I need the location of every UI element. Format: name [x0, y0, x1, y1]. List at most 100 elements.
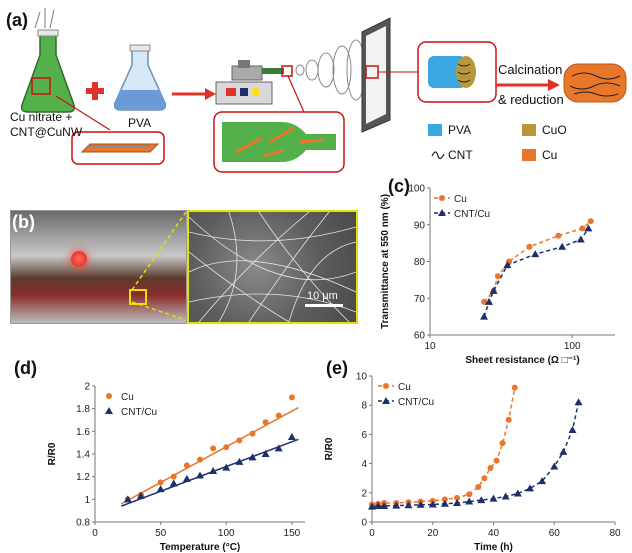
legend-cnt-label: CNT [448, 148, 473, 162]
data-point-CNT/Cu [559, 447, 568, 455]
green-flask-icon [20, 8, 76, 113]
x-tick-label: 50 [155, 528, 167, 539]
y-tick-label: 100 [408, 184, 425, 195]
data-point-CNT/Cu [428, 500, 437, 508]
data-point-CNT/Cu [380, 501, 389, 509]
electrospinning-device-icon [215, 60, 293, 105]
x-tick-label: 150 [284, 528, 301, 539]
y-tick-label: 1.2 [76, 472, 90, 483]
legend-marker [439, 195, 445, 201]
x-axis-label: Time (h) [474, 542, 513, 553]
chart-c: 10 100 60 70 80 90 100 Sheet resistance (Ω □⁻¹)… [380, 184, 615, 366]
data-point-CNT/Cu [404, 501, 413, 509]
panel-label-a: (a) [6, 10, 28, 30]
data-point-Cu [288, 394, 295, 401]
y-tick-label: 2 [84, 382, 90, 393]
data-point-CNT/Cu [123, 495, 132, 503]
series-line-Cu [483, 220, 592, 303]
data-point-CNT/Cu [574, 398, 583, 406]
flask1-label-line2: CNT@CuNW [10, 125, 83, 139]
x-axis-label: Temperature (°C) [160, 542, 241, 553]
data-point-CNT/Cu [222, 463, 231, 471]
data-point-Cu [475, 483, 482, 490]
legend-cu-label: Cu [542, 148, 558, 162]
legend-marker [105, 407, 113, 414]
y-tick-label: 60 [414, 331, 426, 342]
data-point-CNT/Cu [513, 489, 522, 497]
data-point-CNT/Cu [368, 502, 376, 510]
cu-swatch [522, 149, 536, 161]
data-point-CNT/Cu [274, 444, 283, 452]
y-tick-label: 4 [361, 459, 367, 470]
data-point-CNT/Cu [489, 286, 498, 294]
data-point-CNT/Cu [235, 457, 244, 465]
x-tick-label: 80 [609, 528, 621, 539]
y-tick-label: 0.8 [76, 518, 90, 529]
y-tick-label: 8 [361, 401, 367, 412]
data-point-Cu [466, 491, 473, 498]
cu-fiber-icon [563, 63, 627, 103]
y-tick-label: 90 [414, 220, 426, 231]
data-point-Cu [157, 479, 164, 486]
panel-label-c: (c) [388, 176, 410, 196]
data-point-Cu [494, 273, 501, 280]
data-point-CNT/Cu [550, 462, 559, 470]
y-tick-label: 1 [84, 495, 90, 506]
data-point-Cu [481, 298, 488, 305]
data-point-Cu [183, 462, 190, 469]
data-point-Cu [275, 412, 282, 419]
x-tick-label: 40 [488, 528, 500, 539]
data-point-CNT/Cu [525, 484, 534, 492]
legend-cuo-label: CuO [542, 123, 567, 137]
data-point-CNT/Cu [538, 477, 547, 485]
data-point-CNT/Cu [477, 496, 486, 504]
data-point-Cu [454, 494, 461, 501]
data-point-CNT/Cu [196, 471, 204, 479]
data-point-Cu [526, 243, 533, 250]
data-point-CNT/Cu [584, 224, 593, 232]
data-point-CNT/Cu [465, 497, 474, 505]
data-point-CNT/Cu [261, 450, 270, 457]
y-tick-label: 10 [356, 372, 368, 383]
data-point-Cu [236, 437, 243, 444]
legend-pva-label: PVA [448, 123, 472, 137]
legend-label: Cu [398, 382, 411, 393]
chart-e: 0 20 40 60 80 0 2 4 6 8 10 Time (h) R/R0 Cu CNT/Cu [324, 372, 621, 553]
x-tick-label: 20 [427, 528, 439, 539]
schematic-diagram [20, 8, 627, 173]
data-point-Cu [210, 445, 217, 452]
y-tick-label: 2 [361, 488, 367, 499]
data-point-CNT/Cu [480, 312, 489, 320]
trendline-CNT/Cu [120, 438, 299, 507]
data-point-CNT/Cu [531, 250, 540, 258]
legend-label: Cu [121, 392, 134, 403]
data-point-CNT/Cu [558, 242, 567, 250]
data-point-Cu [487, 464, 494, 471]
sem-image: 10 μm [187, 210, 358, 324]
data-point-CNT/Cu [416, 500, 425, 508]
flask2-label: PVA [128, 116, 152, 130]
legend-label: CNT/Cu [398, 397, 434, 408]
data-point-Cu [249, 430, 256, 437]
y-tick-label: 1.6 [76, 427, 90, 438]
panel-label-b: (b) [12, 212, 35, 232]
data-point-CNT/Cu [453, 499, 462, 507]
y-axis-label: R/R0 [324, 437, 335, 460]
data-point-CNT/Cu [169, 479, 178, 487]
data-point-CNT/Cu [392, 501, 401, 509]
y-tick-label: 1.8 [76, 404, 90, 415]
process-label-line2: & reduction [498, 92, 564, 107]
y-axis-label: R/R0 [47, 442, 58, 465]
fiber-cross-section-box [417, 41, 497, 103]
film-inset-box [71, 131, 165, 165]
series-line-CNT/Cu [483, 228, 590, 317]
cuo-swatch [522, 124, 536, 136]
legend-marker [382, 397, 390, 404]
process-label-line1: Calcination [498, 62, 563, 77]
data-point-CNT/Cu [503, 261, 512, 269]
data-point-CNT/Cu [501, 492, 510, 500]
x-axis-label: Sheet resistance (Ω □⁻¹) [465, 355, 579, 366]
cnt-swatch [431, 151, 445, 160]
panel-label-e: (e) [326, 358, 348, 378]
legend-marker [383, 383, 389, 389]
